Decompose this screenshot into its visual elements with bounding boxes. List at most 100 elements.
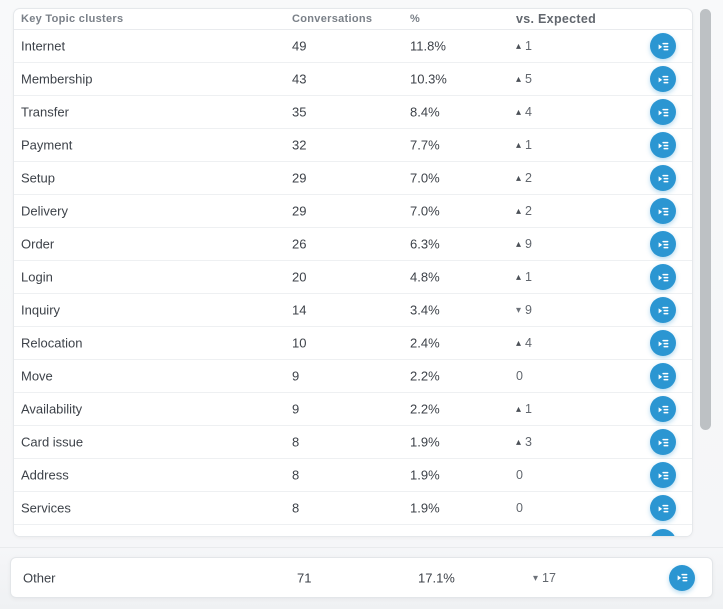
- trend-up-icon: ▴: [516, 239, 522, 250]
- playlist-details-icon: [658, 438, 668, 446]
- playlist-details-icon: [658, 504, 668, 512]
- row-details-button[interactable]: [650, 66, 676, 92]
- conversations-cell: 9: [292, 401, 300, 417]
- vs-expected-value: 0: [516, 468, 523, 482]
- column-header-conversations: Conversations: [292, 13, 373, 25]
- table-row: Services 8 1.9% 0: [14, 492, 692, 525]
- scrollbar-track[interactable]: [699, 8, 712, 537]
- vs-expected-value: 3: [525, 435, 532, 449]
- table-row: Login 20 4.8% ▴ 1: [14, 261, 692, 294]
- table-row: Address 8 1.9% 0: [14, 459, 692, 492]
- row-details-button[interactable]: [650, 165, 676, 191]
- table-row: Payment 32 7.7% ▴ 1: [14, 129, 692, 162]
- row-details-button[interactable]: [650, 231, 676, 257]
- vs-expected-value: 2: [525, 171, 532, 185]
- percent-cell: 10.3%: [410, 71, 447, 87]
- playlist-details-icon: [658, 240, 668, 248]
- vs-expected-cell: ▴ 4: [516, 336, 532, 350]
- percent-cell: 8.4%: [410, 104, 440, 120]
- playlist-details-icon: [658, 207, 668, 215]
- conversations-cell: 20: [292, 269, 307, 285]
- row-details-button[interactable]: [650, 198, 676, 224]
- row-details-button[interactable]: [650, 495, 676, 521]
- trend-up-icon: ▴: [516, 404, 522, 415]
- trend-up-icon: ▴: [516, 140, 522, 151]
- vs-expected-cell: ▴ 1: [516, 402, 532, 416]
- playlist-details-icon: [658, 372, 668, 380]
- other-summary-row: Other 71 17.1% ▾ 17: [10, 557, 713, 598]
- topic-cell: Other: [23, 570, 56, 585]
- vs-expected-value: 2: [525, 204, 532, 218]
- conversations-cell: 43: [292, 71, 307, 87]
- playlist-details-icon: [658, 273, 668, 281]
- percent-cell: 17.1%: [418, 570, 455, 585]
- row-details-button[interactable]: [650, 396, 676, 422]
- conversations-cell: 26: [292, 236, 307, 252]
- row-details-button[interactable]: [650, 264, 676, 290]
- topic-cell: Login: [21, 269, 53, 285]
- vs-expected-value: 1: [525, 270, 532, 284]
- row-details-button[interactable]: [650, 330, 676, 356]
- table-row: Availability 9 2.2% ▴ 1: [14, 393, 692, 426]
- vs-expected-cell: ▴ 3: [516, 435, 532, 449]
- row-details-button[interactable]: [650, 363, 676, 389]
- conversations-cell: 29: [292, 203, 307, 219]
- vs-expected-value: 0: [516, 369, 523, 383]
- row-details-button[interactable]: [650, 33, 676, 59]
- percent-cell: 1.9%: [410, 467, 440, 483]
- topic-cell: Availability: [21, 401, 83, 417]
- topic-cell: Setup: [21, 170, 55, 186]
- conversations-cell: 10: [292, 335, 307, 351]
- table-row: Order 26 6.3% ▴ 9: [14, 228, 692, 261]
- percent-cell: 11.8%: [410, 38, 446, 54]
- trend-up-icon: ▴: [516, 338, 522, 349]
- topic-cell: Services: [21, 500, 71, 516]
- topic-cell: Order: [21, 236, 55, 252]
- topic-cell: Move: [21, 368, 53, 384]
- conversations-cell: 9: [292, 368, 300, 384]
- table-body: Internet 49 11.8% ▴ 1 Membership 43 10.3%…: [14, 30, 692, 536]
- playlist-details-icon: [658, 174, 668, 182]
- playlist-details-icon: [658, 141, 668, 149]
- table-row: Internet 49 11.8% ▴ 1: [14, 30, 692, 63]
- conversations-cell: 29: [292, 170, 307, 186]
- vs-expected-value: 9: [525, 237, 532, 251]
- table-row: Relocation 10 2.4% ▴ 4: [14, 327, 692, 360]
- vs-expected-cell: ▴ 2: [516, 204, 532, 218]
- scrollbar-thumb[interactable]: [700, 9, 711, 430]
- vs-expected-cell: ▴ 1: [516, 138, 532, 152]
- percent-cell: 2.2%: [410, 368, 440, 384]
- vs-expected-cell: 0: [516, 468, 523, 482]
- trend-down-icon: ▾: [533, 572, 539, 584]
- table-row: [14, 525, 692, 536]
- row-details-button[interactable]: [650, 297, 676, 323]
- percent-cell: 2.4%: [410, 335, 440, 351]
- topic-clusters-table: Key Topic clusters Conversations % vs. E…: [13, 8, 693, 537]
- topic-cell: Membership: [21, 71, 93, 87]
- playlist-details-icon: [658, 42, 668, 50]
- table-row: Membership 43 10.3% ▴ 5: [14, 63, 692, 96]
- vs-expected-value: 5: [525, 72, 532, 86]
- table-row: Setup 29 7.0% ▴ 2: [14, 162, 692, 195]
- trend-up-icon: ▴: [516, 206, 522, 217]
- row-details-button[interactable]: [650, 462, 676, 488]
- table-row: Inquiry 14 3.4% ▾ 9: [14, 294, 692, 327]
- topic-cell: Internet: [21, 38, 66, 54]
- trend-up-icon: ▴: [516, 107, 522, 118]
- trend-down-icon: ▾: [516, 305, 522, 316]
- conversations-cell: 8: [292, 500, 300, 516]
- topic-cell: Card issue: [21, 434, 84, 450]
- row-details-button[interactable]: [650, 99, 676, 125]
- row-details-button[interactable]: [650, 429, 676, 455]
- row-details-button[interactable]: [650, 528, 676, 536]
- row-details-button[interactable]: [669, 564, 695, 591]
- percent-cell: 1.9%: [410, 434, 440, 450]
- vs-expected-value: 1: [525, 138, 532, 152]
- table-row: Transfer 35 8.4% ▴ 4: [14, 96, 692, 129]
- row-details-button[interactable]: [650, 132, 676, 158]
- section-divider: [0, 547, 723, 548]
- trend-up-icon: ▴: [516, 41, 522, 52]
- percent-cell: 2.2%: [410, 401, 440, 417]
- conversations-cell: 8: [292, 434, 300, 450]
- vs-expected-value: 9: [525, 303, 532, 317]
